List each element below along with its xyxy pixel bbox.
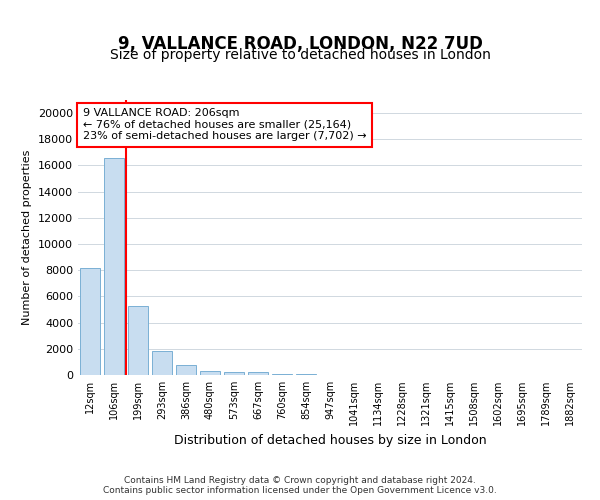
Bar — [80, 268, 100, 375]
Text: 9 VALLANCE ROAD: 206sqm
← 76% of detached houses are smaller (25,164)
23% of sem: 9 VALLANCE ROAD: 206sqm ← 76% of detache… — [83, 108, 367, 142]
Bar — [248, 372, 268, 375]
X-axis label: Distribution of detached houses by size in London: Distribution of detached houses by size … — [173, 434, 487, 446]
Bar — [296, 374, 316, 375]
Bar — [200, 371, 220, 375]
Bar — [128, 306, 148, 375]
Text: Size of property relative to detached houses in London: Size of property relative to detached ho… — [110, 48, 490, 62]
Bar — [176, 365, 196, 375]
Text: 9, VALLANCE ROAD, LONDON, N22 7UD: 9, VALLANCE ROAD, LONDON, N22 7UD — [118, 35, 482, 53]
Bar — [104, 158, 124, 375]
Bar — [152, 351, 172, 375]
Bar — [272, 374, 292, 375]
Text: Contains HM Land Registry data © Crown copyright and database right 2024.
Contai: Contains HM Land Registry data © Crown c… — [103, 476, 497, 495]
Y-axis label: Number of detached properties: Number of detached properties — [22, 150, 32, 325]
Bar — [224, 372, 244, 375]
